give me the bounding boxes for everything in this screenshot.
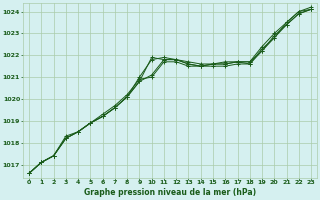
X-axis label: Graphe pression niveau de la mer (hPa): Graphe pression niveau de la mer (hPa)	[84, 188, 256, 197]
